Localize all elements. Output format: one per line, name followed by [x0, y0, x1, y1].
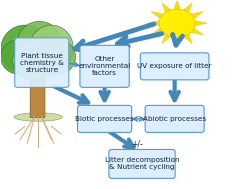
Text: UV exposure of litter: UV exposure of litter	[137, 63, 212, 69]
Polygon shape	[151, 12, 163, 18]
FancyBboxPatch shape	[78, 105, 132, 132]
Ellipse shape	[30, 25, 73, 70]
Text: +/-: +/-	[131, 140, 143, 149]
Polygon shape	[162, 3, 171, 12]
Ellipse shape	[14, 113, 62, 121]
Ellipse shape	[13, 42, 52, 80]
FancyBboxPatch shape	[15, 38, 69, 87]
Text: Abiotic processes: Abiotic processes	[143, 116, 206, 122]
Text: Other
environmental
factors: Other environmental factors	[78, 56, 131, 76]
FancyBboxPatch shape	[30, 60, 45, 118]
Circle shape	[159, 9, 195, 37]
FancyBboxPatch shape	[80, 45, 129, 87]
Polygon shape	[191, 12, 203, 18]
Polygon shape	[174, 37, 180, 47]
Text: Biotic processes: Biotic processes	[75, 116, 134, 122]
Polygon shape	[191, 28, 203, 35]
Ellipse shape	[42, 40, 76, 74]
Ellipse shape	[1, 40, 35, 74]
Polygon shape	[162, 34, 171, 43]
Polygon shape	[174, 0, 180, 9]
Text: +: +	[144, 105, 152, 115]
FancyBboxPatch shape	[145, 105, 204, 132]
FancyBboxPatch shape	[109, 149, 175, 178]
FancyBboxPatch shape	[140, 53, 209, 80]
Ellipse shape	[17, 21, 61, 63]
Polygon shape	[151, 28, 163, 35]
Polygon shape	[183, 34, 192, 43]
Polygon shape	[195, 21, 207, 26]
Text: -: -	[128, 105, 132, 115]
Polygon shape	[183, 3, 192, 12]
Text: Plant tissue
chemistry &
structure: Plant tissue chemistry & structure	[20, 53, 64, 73]
Text: Litter decomposition
& Nutrient cycling: Litter decomposition & Nutrient cycling	[105, 157, 179, 170]
Polygon shape	[147, 21, 159, 26]
Ellipse shape	[30, 42, 63, 76]
Ellipse shape	[1, 25, 49, 74]
